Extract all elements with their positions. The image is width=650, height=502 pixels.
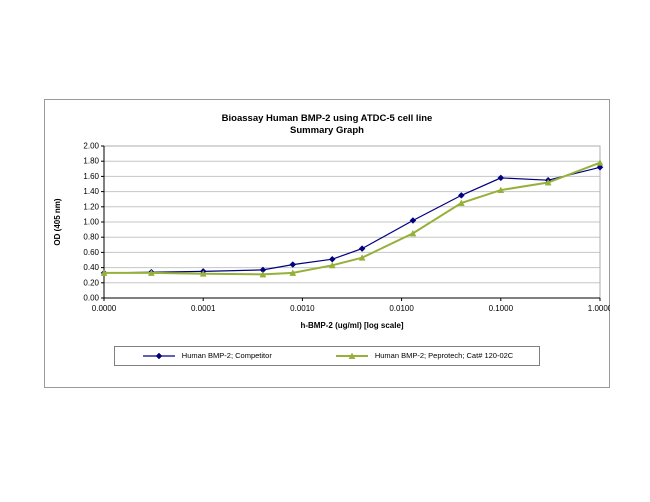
- y-tick-label: 1.80: [83, 156, 99, 165]
- series-marker-1: [289, 269, 297, 276]
- series-marker-1: [457, 199, 465, 206]
- legend: Human BMP-2; Competitor Human BMP-2; Pep…: [113, 345, 541, 366]
- y-tick-label: 0.20: [83, 278, 99, 287]
- y-tick-label: 1.00: [83, 217, 99, 226]
- series-marker-1: [147, 269, 155, 276]
- x-tick-label: 0.0010: [290, 304, 315, 313]
- series-line-1: [104, 161, 601, 276]
- series-marker-1: [199, 269, 207, 277]
- legend-item-competitor: Human BMP-2; Competitor: [141, 351, 272, 361]
- series-line-0: [103, 166, 601, 274]
- x-tick-label: 0.1000: [489, 304, 514, 313]
- series-marker-0: [497, 174, 505, 181]
- chart-title-line2: Summary Graph: [290, 125, 364, 137]
- x-axis-title: h-BMP-2 (ug/ml) [log scale]: [300, 321, 403, 330]
- series-marker-0: [409, 216, 417, 224]
- series-marker-1: [259, 270, 267, 278]
- series-marker-0: [457, 191, 465, 199]
- y-tick-label: 1.60: [83, 172, 99, 181]
- legend-sample-marker: [155, 352, 163, 360]
- series-marker-0: [596, 163, 604, 171]
- legend-item-peprotech: Human BMP-2; Peprotech; Cat# 120-02C: [334, 351, 513, 361]
- y-axis-title: OD (405 nm): [53, 198, 62, 245]
- chart-title-line1: Bioassay Human BMP-2 using ATDC-5 cell l…: [221, 113, 433, 124]
- y-tick-label: 0.40: [83, 263, 99, 272]
- y-tick-label: 0.80: [83, 232, 99, 241]
- series-marker-1: [100, 269, 108, 276]
- chart-title: Bioassay Human BMP-2 using ATDC-5 cell l…: [222, 113, 433, 138]
- series-marker-1: [497, 186, 505, 193]
- plot-area: 0.00 0.20 0.40 0.60 0.80 1.00 1.20 1.40 1.60 1.80…: [53, 141, 610, 330]
- series-marker-1: [328, 261, 336, 268]
- series-marker-0: [358, 244, 366, 252]
- legend-sample-marker: [348, 352, 356, 359]
- chart-frame: Bioassay Human BMP-2 using ATDC-5 cell l…: [44, 99, 610, 388]
- series-marker-1: [358, 253, 366, 261]
- y-tick-label: 0.00: [83, 293, 99, 302]
- series-marker-1: [544, 178, 552, 186]
- y-tick-label: 1.20: [83, 202, 99, 211]
- y-tick-label: 0.60: [83, 248, 99, 257]
- legend-label-competitor: Human BMP-2; Competitor: [181, 351, 272, 361]
- x-tick-label: 0.0100: [389, 304, 414, 313]
- x-tick-label: 0.0001: [191, 304, 216, 313]
- series-marker-1: [596, 158, 604, 166]
- series-marker-0: [289, 260, 297, 268]
- y-tick-label: 2.00: [83, 141, 99, 150]
- series-marker-1: [409, 229, 417, 237]
- legend-label-peprotech: Human BMP-2; Peprotech; Cat# 120-02C: [374, 351, 514, 361]
- y-tick-label: 1.40: [83, 187, 99, 196]
- series-marker-0: [328, 255, 336, 263]
- legend-marker-peprotech-icon: [335, 352, 368, 359]
- x-tick-label: 0.0000: [92, 304, 117, 313]
- x-tick-label: 1.0000: [588, 304, 610, 313]
- legend-marker-competitor-icon: [142, 352, 175, 360]
